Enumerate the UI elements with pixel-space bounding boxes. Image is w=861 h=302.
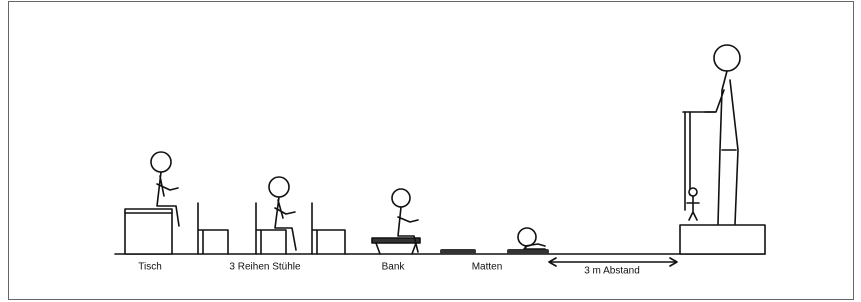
label-mats: Matten: [472, 262, 503, 273]
label-bench: Bank: [382, 262, 406, 273]
label-distance: 3 m Abstand: [584, 266, 640, 277]
label-chairs: 3 Reihen Stühle: [229, 262, 301, 273]
diagram: Tisch 3 Reihen Stühle Bank Matten 3 m Ab…: [0, 0, 861, 302]
page: Tisch 3 Reihen Stühle Bank Matten 3 m Ab…: [0, 0, 861, 302]
label-table: Tisch: [138, 262, 162, 273]
